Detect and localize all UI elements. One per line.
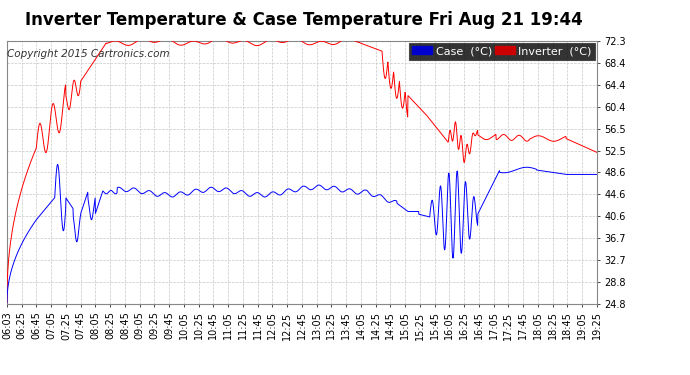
- Text: Copyright 2015 Cartronics.com: Copyright 2015 Cartronics.com: [8, 49, 170, 59]
- Legend: Case  (°C), Inverter  (°C): Case (°C), Inverter (°C): [409, 43, 595, 60]
- Text: Inverter Temperature & Case Temperature Fri Aug 21 19:44: Inverter Temperature & Case Temperature …: [25, 11, 582, 29]
